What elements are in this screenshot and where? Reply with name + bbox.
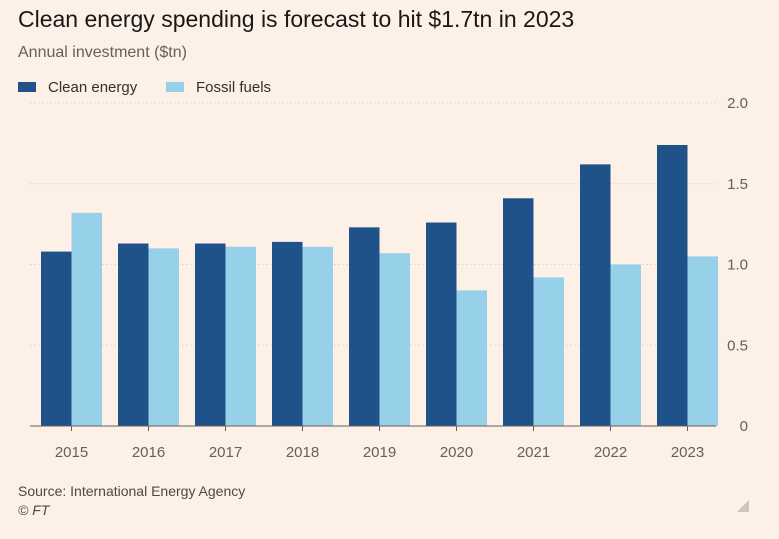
y-tick-label: 0	[740, 418, 748, 435]
bar-clean-energy	[580, 164, 611, 426]
bar-fossil-fuels	[687, 256, 718, 426]
bar-clean-energy	[657, 144, 688, 427]
bar-clean-energy	[426, 222, 457, 426]
x-tick-label: 2019	[363, 444, 396, 461]
bar-clean-energy	[349, 227, 380, 426]
bar-fossil-fuels	[533, 277, 564, 426]
x-tick-label: 2015	[55, 444, 88, 461]
bar-clean-energy	[41, 251, 72, 426]
bar-clean-energy	[503, 198, 534, 426]
chart-subtitle: Annual investment ($tn)	[18, 44, 187, 61]
y-tick-label: 0.5	[727, 337, 748, 354]
resize-icon	[737, 500, 749, 512]
x-tick-label: 2022	[594, 444, 627, 461]
y-tick-label: 2.0	[727, 95, 748, 112]
bar-clean-energy	[118, 243, 149, 426]
y-tick-label: 1.5	[727, 176, 748, 193]
x-tick-label: 2018	[286, 444, 319, 461]
x-tick-label: 2021	[517, 444, 550, 461]
legend-swatch-clean-energy	[18, 82, 36, 92]
x-tick-label: 2016	[132, 444, 165, 461]
bar-clean-energy	[195, 243, 226, 426]
legend-item-fossil-fuels: Fossil fuels	[166, 77, 271, 97]
bar-fossil-fuels	[225, 246, 256, 426]
bar-fossil-fuels	[610, 264, 641, 426]
chart-legend: Clean energy Fossil fuels	[18, 77, 418, 97]
bar-fossil-fuels	[148, 248, 179, 426]
bar-fossil-fuels	[379, 253, 410, 426]
bar-fossil-fuels	[71, 212, 102, 426]
x-tick-label: 2023	[671, 444, 704, 461]
y-tick-label: 1.0	[727, 257, 748, 274]
chart-title: Clean energy spending is forecast to hit…	[18, 6, 575, 32]
bar-fossil-fuels	[302, 246, 333, 426]
bar-clean-energy	[272, 241, 303, 426]
legend-label-clean-energy: Clean energy	[48, 78, 138, 96]
legend-label-fossil-fuels: Fossil fuels	[196, 78, 272, 96]
ft-credit: © FT	[18, 502, 50, 518]
bar-fossil-fuels	[456, 290, 487, 426]
legend-item-clean-energy: Clean energy	[18, 77, 137, 97]
x-tick-label: 2017	[209, 444, 242, 461]
legend-swatch-fossil-fuels	[166, 82, 184, 92]
source-note: Source: International Energy Agency	[18, 483, 246, 499]
x-tick-label: 2020	[440, 444, 473, 461]
